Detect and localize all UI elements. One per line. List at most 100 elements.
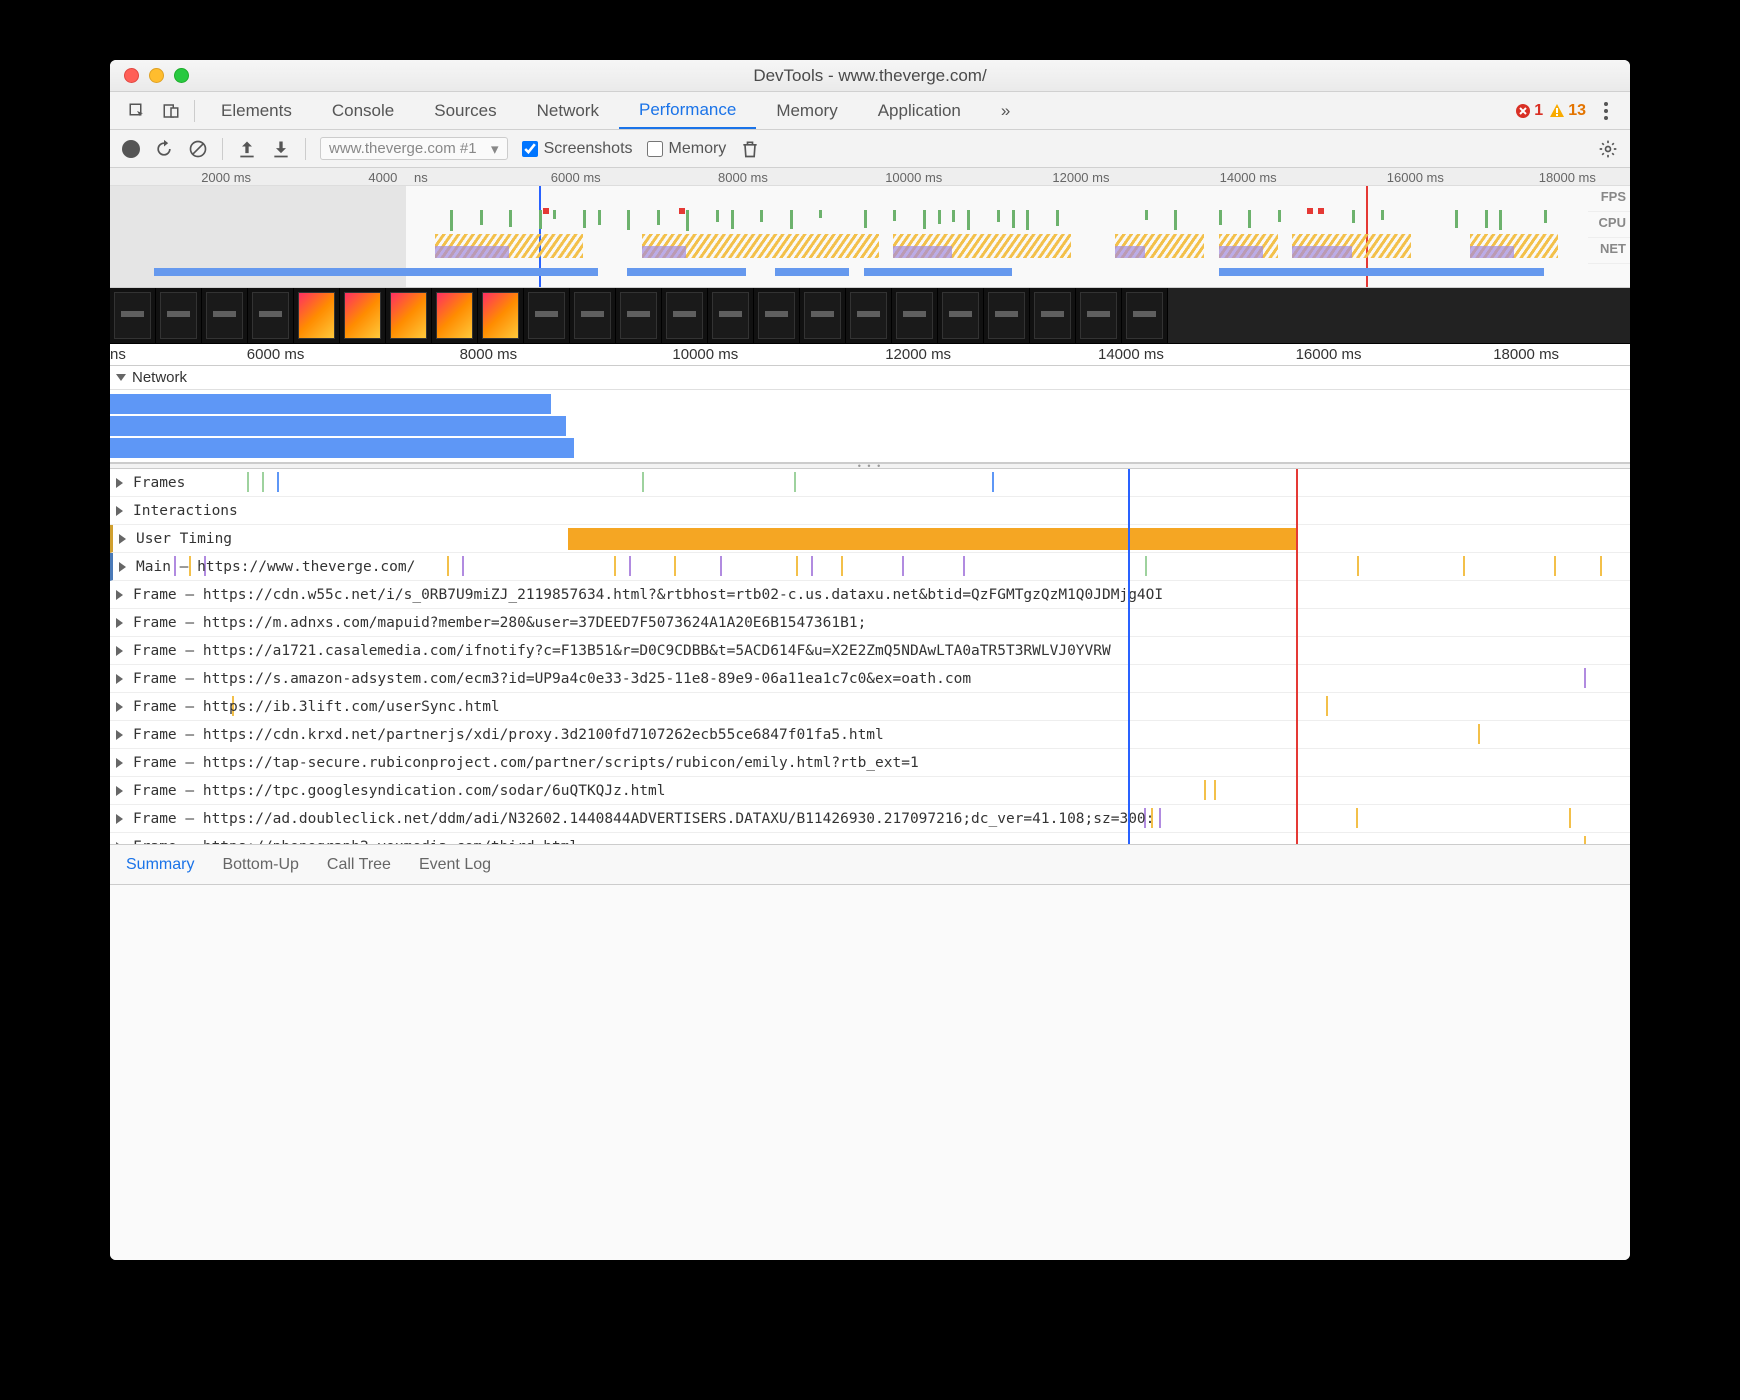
gear-icon[interactable] — [1598, 139, 1618, 159]
filmstrip-thumb[interactable] — [984, 288, 1030, 343]
flame-row[interactable]: Frame — https://cdn.w55c.net/i/s_0RB7U9m… — [110, 581, 1630, 609]
flame-row[interactable]: Frame — https://s.amazon-adsystem.com/ec… — [110, 665, 1630, 693]
flame-row-label: Frame — https://ib.3lift.com/userSync.ht… — [129, 699, 500, 715]
tab-application[interactable]: Application — [858, 92, 981, 129]
chevron-right-icon — [116, 758, 123, 768]
tabs-overflow[interactable]: » — [981, 92, 1030, 129]
recording-select[interactable]: www.theverge.com #1 — [320, 137, 508, 160]
filmstrip-thumb[interactable] — [1122, 288, 1168, 343]
chevron-right-icon — [116, 786, 123, 796]
filmstrip-thumb[interactable] — [248, 288, 294, 343]
filmstrip-thumb[interactable] — [1030, 288, 1076, 343]
ruler-tick: 12000 ms — [885, 346, 951, 363]
inspect-icon[interactable] — [128, 102, 146, 120]
network-section-header[interactable]: Network — [110, 366, 1630, 390]
ruler-tick: 8000 ms — [460, 346, 518, 363]
filmstrip-thumb[interactable] — [892, 288, 938, 343]
chevron-right-icon — [116, 618, 123, 628]
flame-row[interactable]: Frame — https://phonograph2.voxmedia.com… — [110, 833, 1630, 844]
filmstrip-thumb[interactable] — [1076, 288, 1122, 343]
filmstrip-thumb[interactable] — [800, 288, 846, 343]
network-bar[interactable] — [110, 394, 551, 414]
filmstrip-thumb[interactable] — [570, 288, 616, 343]
warning-count[interactable]: 13 — [1549, 102, 1586, 120]
filmstrip-thumb[interactable] — [386, 288, 432, 343]
flame-row[interactable]: Frame — https://ad.doubleclick.net/ddm/a… — [110, 805, 1630, 833]
record-button[interactable] — [122, 140, 140, 158]
filmstrip[interactable] — [110, 288, 1630, 344]
tab-elements[interactable]: Elements — [201, 92, 312, 129]
flame-row[interactable]: Frame — https://tap-secure.rubiconprojec… — [110, 749, 1630, 777]
bottom-tab-call-tree[interactable]: Call Tree — [327, 856, 391, 874]
filmstrip-thumb[interactable] — [846, 288, 892, 343]
screenshots-checkbox-input[interactable] — [522, 141, 538, 157]
kebab-menu-icon[interactable] — [1604, 102, 1608, 120]
net-label: NET — [1588, 238, 1630, 264]
ruler-tick: 12000 ms — [1052, 170, 1109, 185]
flame-row[interactable]: Frame — https://a1721.casalemedia.com/if… — [110, 637, 1630, 665]
filmstrip-thumb[interactable] — [110, 288, 156, 343]
screenshots-checkbox[interactable]: Screenshots — [522, 140, 633, 158]
flame-row[interactable]: Frames — [110, 469, 1630, 497]
flame-row[interactable]: Interactions — [110, 497, 1630, 525]
clear-icon[interactable] — [188, 139, 208, 159]
flame-row[interactable]: Frame — https://m.adnxs.com/mapuid?membe… — [110, 609, 1630, 637]
titlebar: DevTools - www.theverge.com/ — [110, 60, 1630, 92]
flame-row-label: User Timing — [132, 531, 232, 547]
flame-row[interactable]: User Timing — [110, 525, 1630, 553]
panel-tabs: ElementsConsoleSourcesNetworkPerformance… — [110, 92, 1630, 130]
filmstrip-thumb[interactable] — [616, 288, 662, 343]
memory-checkbox[interactable]: Memory — [647, 140, 727, 158]
tab-sources[interactable]: Sources — [414, 92, 516, 129]
overview-canvas[interactable] — [110, 186, 1588, 287]
trash-icon[interactable] — [740, 139, 760, 159]
flame-row[interactable]: Frame — https://tpc.googlesyndication.co… — [110, 777, 1630, 805]
flame-row[interactable]: Main — https://www.theverge.com/ — [110, 553, 1630, 581]
flame-row-label: Frame — https://cdn.krxd.net/partnerjs/x… — [129, 727, 884, 743]
tab-performance[interactable]: Performance — [619, 92, 756, 129]
ruler-tick: 8000 ms — [718, 170, 768, 185]
filmstrip-thumb[interactable] — [754, 288, 800, 343]
filmstrip-thumb[interactable] — [478, 288, 524, 343]
filmstrip-thumb[interactable] — [662, 288, 708, 343]
filmstrip-thumb[interactable] — [432, 288, 478, 343]
ruler-tick: 16000 ms — [1296, 346, 1362, 363]
filmstrip-thumb[interactable] — [708, 288, 754, 343]
ruler-tick: ns — [414, 170, 428, 185]
flame-row-label: Frame — https://m.adnxs.com/mapuid?membe… — [129, 615, 866, 631]
filmstrip-thumb[interactable] — [938, 288, 984, 343]
ruler-tick: 16000 ms — [1387, 170, 1444, 185]
filmstrip-thumb[interactable] — [340, 288, 386, 343]
download-icon[interactable] — [271, 139, 291, 159]
network-bars[interactable] — [110, 390, 1630, 462]
network-bar[interactable] — [110, 438, 574, 458]
filmstrip-thumb[interactable] — [294, 288, 340, 343]
overview-pane[interactable]: 2000 ms4000ns6000 ms8000 ms10000 ms12000… — [110, 168, 1630, 288]
separator — [222, 138, 223, 160]
chevron-right-icon — [116, 702, 123, 712]
flame-chart[interactable]: FramesInteractions User Timing Main — http… — [110, 469, 1630, 844]
chevron-right-icon — [116, 590, 123, 600]
network-bar[interactable] — [110, 416, 566, 436]
tab-console[interactable]: Console — [312, 92, 414, 129]
flame-row-label: Frame — https://tap-secure.rubiconprojec… — [129, 755, 919, 771]
tab-network[interactable]: Network — [517, 92, 619, 129]
bottom-tab-bottom-up[interactable]: Bottom-Up — [222, 856, 298, 874]
reload-icon[interactable] — [154, 139, 174, 159]
error-count[interactable]: 1 — [1515, 102, 1543, 120]
tab-memory[interactable]: Memory — [756, 92, 857, 129]
upload-icon[interactable] — [237, 139, 257, 159]
flame-row[interactable]: Frame — https://cdn.krxd.net/partnerjs/x… — [110, 721, 1630, 749]
filmstrip-thumb[interactable] — [524, 288, 570, 343]
filmstrip-thumb[interactable] — [156, 288, 202, 343]
flame-row[interactable]: Frame — https://ib.3lift.com/userSync.ht… — [110, 693, 1630, 721]
bottom-tab-event-log[interactable]: Event Log — [419, 856, 491, 874]
ruler-tick: 10000 ms — [672, 346, 738, 363]
filmstrip-thumb[interactable] — [202, 288, 248, 343]
bottom-tab-summary[interactable]: Summary — [126, 856, 194, 874]
chevron-right-icon — [116, 842, 123, 845]
memory-checkbox-input[interactable] — [647, 141, 663, 157]
flame-row-label: Frame — https://s.amazon-adsystem.com/ec… — [129, 671, 971, 687]
device-toggle-icon[interactable] — [162, 102, 180, 120]
fps-label: FPS — [1588, 186, 1630, 212]
